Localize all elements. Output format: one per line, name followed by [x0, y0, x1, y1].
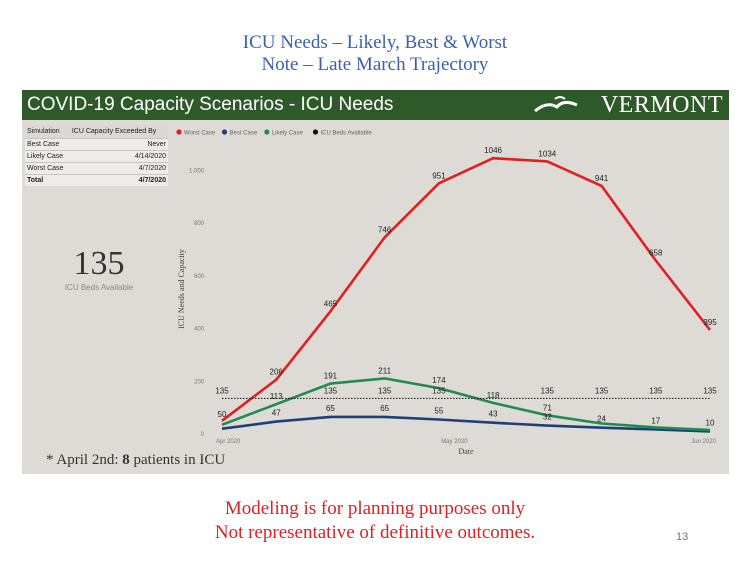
- data-label: 17: [651, 417, 660, 426]
- data-label: 174: [432, 376, 446, 385]
- legend-marker: [312, 129, 319, 135]
- slide-title: ICU Needs – Likely, Best & Worst: [242, 32, 508, 53]
- data-label: 135: [649, 386, 663, 395]
- data-label: 206: [270, 368, 284, 377]
- data-label: 65: [326, 404, 335, 413]
- data-label: 24: [597, 415, 606, 424]
- table-header[interactable]: ICU Capacity Exceeded By: [69, 124, 168, 139]
- table-total-row: Total 4/7/2020: [25, 175, 168, 187]
- data-label: 135: [595, 386, 609, 395]
- table-cell: 4/7/2020: [138, 177, 166, 184]
- footnote-count: 8: [122, 452, 130, 468]
- legend-entry: ICU Beds Available: [321, 131, 373, 137]
- data-label: 1046: [484, 146, 502, 155]
- table-row: Worst Case 4/7/2020: [25, 162, 168, 175]
- legend-entry: Best Case: [230, 131, 258, 137]
- data-label: 395: [703, 318, 717, 327]
- data-label: 135: [432, 386, 446, 395]
- y-tick-label: 200: [194, 379, 205, 385]
- x-tick-label: Apr 2020: [216, 439, 241, 445]
- disclaimer-line-2: Not representative of definitive outcome…: [214, 522, 536, 543]
- data-label: 135: [215, 386, 229, 395]
- slide-subtitle: Note – Late March Trajectory: [261, 54, 489, 75]
- data-label: 211: [378, 366, 391, 375]
- legend-marker: [221, 129, 228, 135]
- footnote: * April 2nd: 8 patients in ICU: [46, 452, 225, 469]
- legend-entry: Likely Case: [272, 131, 304, 137]
- legend-marker: [264, 129, 270, 135]
- vermont-logo-icon: [534, 96, 578, 113]
- data-label: 1034: [538, 149, 556, 158]
- icu-beds-kpi-label: ICU Beds Available: [64, 283, 134, 292]
- table-cell: Best Case: [25, 138, 70, 151]
- data-label: 658: [649, 249, 663, 258]
- data-label: 65: [380, 404, 389, 413]
- y-axis-label: ICU Needs and Capacity: [177, 249, 186, 329]
- table-header[interactable]: Simulation: [25, 124, 70, 139]
- dashboard-title: COVID-19 Capacity Scenarios - ICU Needs: [27, 94, 394, 115]
- simulation-table: Simulation ICU Capacity Exceeded By Best…: [25, 124, 168, 186]
- dashboard-banner: COVID-19 Capacity Scenarios - ICU Needs …: [22, 90, 729, 120]
- disclaimer-line-1: Modeling is for planning purposes only: [224, 498, 526, 519]
- y-tick-label: 400: [194, 327, 205, 333]
- icu-needs-chart: 0 200 400 600 800 1,000 Apr 2020 May 2020 Jun 20…: [176, 129, 717, 456]
- data-label: 135: [324, 386, 338, 395]
- data-label: 135: [703, 386, 717, 395]
- data-label: 43: [489, 410, 498, 419]
- data-label: 32: [543, 413, 552, 422]
- data-label: 941: [595, 174, 609, 183]
- table-cell: Never: [69, 138, 168, 151]
- dashboard-panel: COVID-19 Capacity Scenarios - ICU Needs …: [22, 90, 729, 474]
- icu-beds-kpi: 135: [73, 245, 125, 282]
- table-cell: Total: [27, 177, 44, 184]
- legend-marker: [176, 129, 182, 135]
- x-tick-label: Jun 2020: [691, 439, 716, 445]
- legend-entry: Worst Case: [184, 131, 216, 137]
- data-label: 47: [272, 409, 281, 418]
- data-label: 118: [487, 391, 500, 400]
- data-label: 191: [324, 372, 338, 381]
- series-line: [221, 156, 712, 422]
- table-row: Best Case Never: [25, 138, 168, 151]
- x-tick-label: May 2020: [441, 439, 468, 445]
- data-label: 746: [378, 225, 392, 234]
- y-tick-label: 800: [194, 221, 205, 227]
- data-label: 10: [706, 418, 715, 427]
- footnote-prefix: * April 2nd:: [46, 452, 123, 468]
- x-axis-label: Date: [458, 447, 474, 456]
- data-label: 50: [218, 410, 227, 419]
- vermont-brand: VERMONT: [600, 92, 723, 118]
- data-label: 135: [541, 386, 555, 395]
- table-cell: Worst Case: [25, 162, 70, 175]
- page-number: 13: [676, 531, 689, 543]
- table-cell: Likely Case: [25, 150, 70, 163]
- series-line: [221, 415, 711, 433]
- series-line: [221, 377, 711, 432]
- y-tick-label: 600: [194, 274, 205, 280]
- footnote-suffix: patients in ICU: [129, 452, 226, 468]
- table-header-row: Simulation ICU Capacity Exceeded By: [25, 124, 168, 139]
- table-row: Likely Case 4/14/2020: [25, 150, 168, 163]
- y-tick-label: 0: [201, 432, 205, 438]
- data-label: 71: [543, 403, 552, 412]
- data-label: 465: [324, 299, 338, 308]
- data-label: 135: [378, 386, 392, 395]
- table-cell: 4/14/2020: [69, 150, 168, 163]
- data-label: 113: [270, 392, 283, 401]
- data-label: 951: [432, 171, 446, 180]
- table-cell: 4/7/2020: [69, 162, 168, 175]
- data-label: 55: [434, 407, 443, 416]
- y-tick-label: 1,000: [189, 168, 205, 174]
